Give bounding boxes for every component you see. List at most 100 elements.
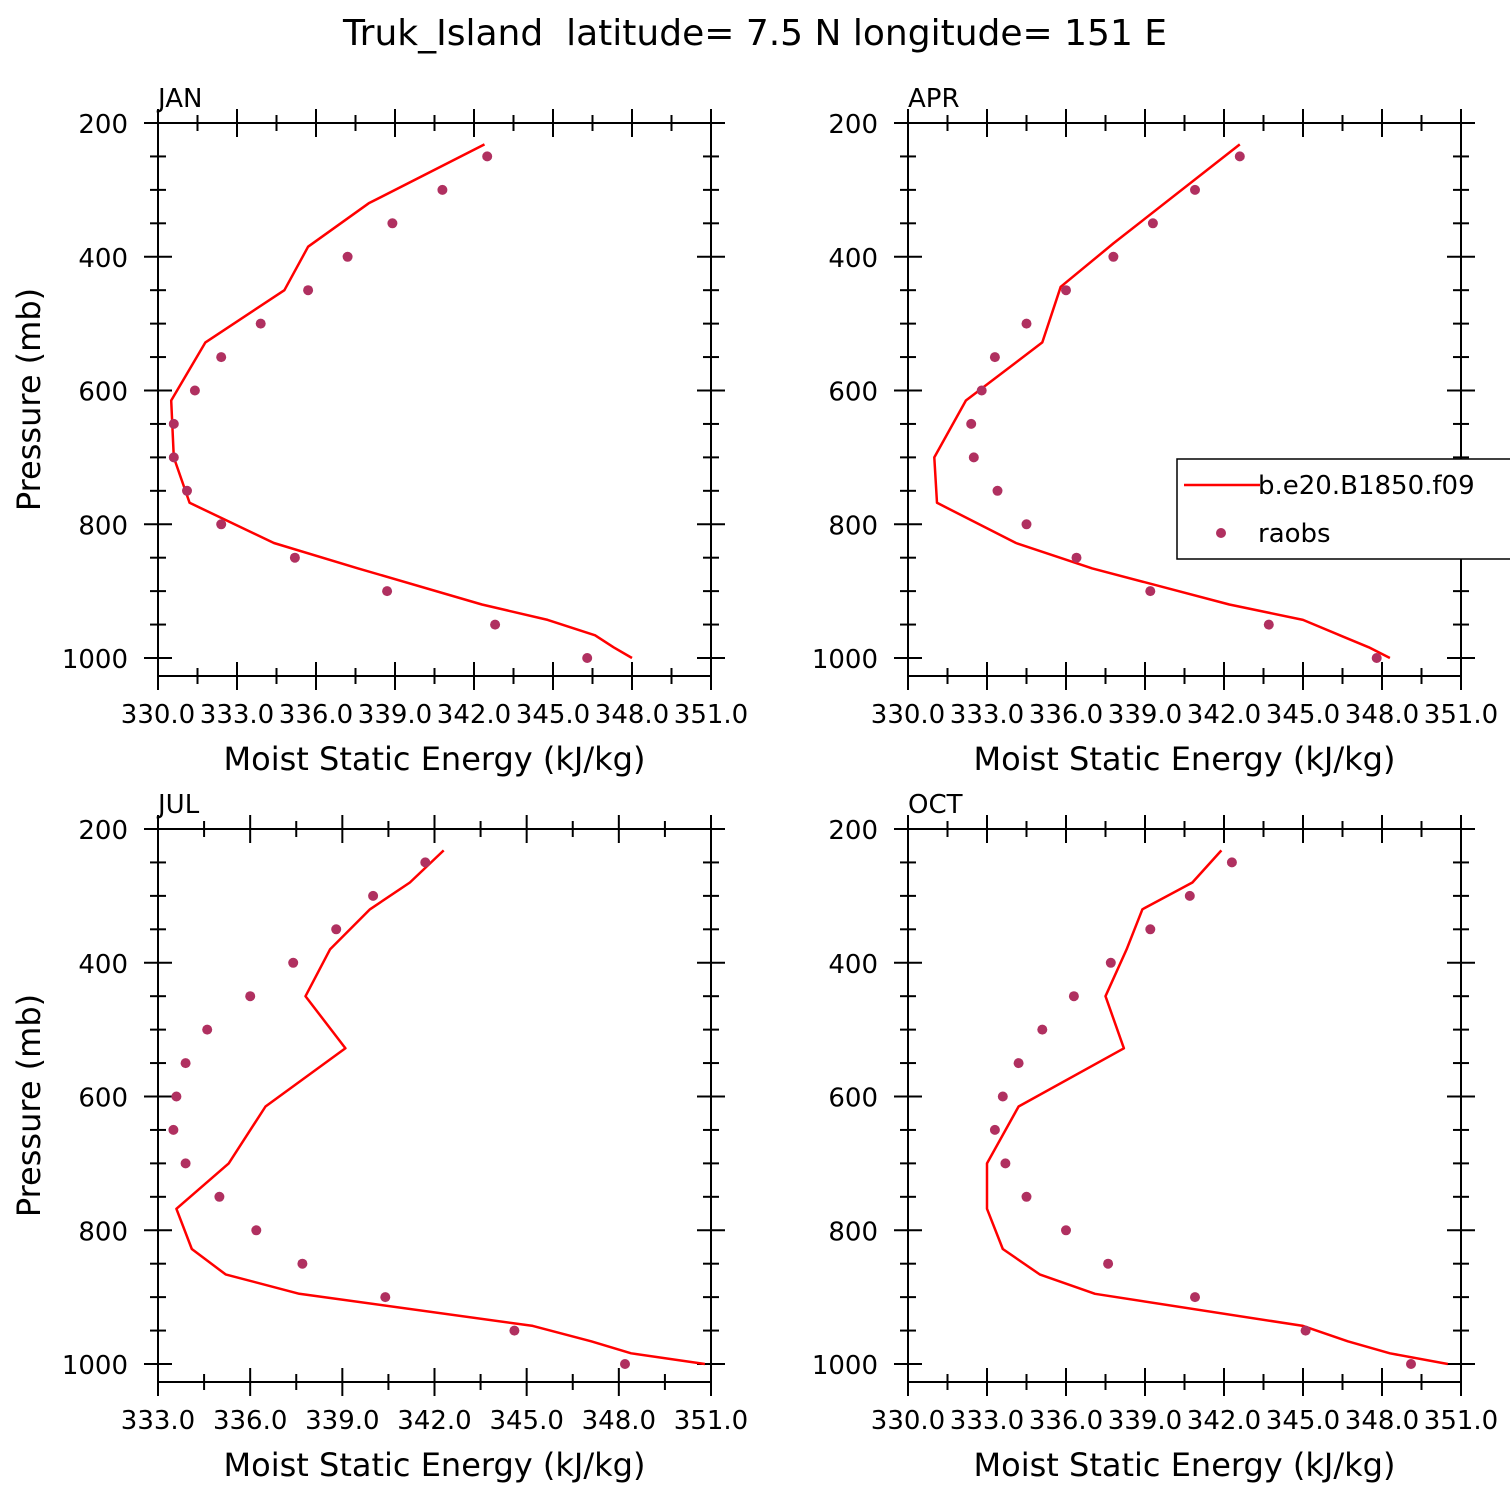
y-tick-label: 1000 <box>62 645 128 675</box>
model-series-line <box>175 849 706 1366</box>
raobs-point <box>1068 991 1079 1002</box>
y-axis-label: Pressure (mb) <box>10 994 48 1217</box>
x-tick-label: 348.0 <box>582 1406 656 1436</box>
panel-label: OCT <box>908 790 963 820</box>
raobs-point <box>1300 1325 1311 1336</box>
y-tick-label: 600 <box>828 1084 878 1114</box>
raobs-point <box>509 1325 520 1336</box>
raobs-point <box>1108 251 1119 262</box>
raobs-point <box>216 352 227 363</box>
raobs-point <box>966 418 977 429</box>
panel-label: APR <box>908 84 960 114</box>
raobs-point <box>368 890 379 901</box>
raobs-point <box>216 519 227 530</box>
raobs-point <box>245 991 256 1002</box>
raobs-point <box>214 1191 225 1202</box>
raobs-point <box>976 385 987 396</box>
y-tick-label: 400 <box>828 244 878 274</box>
y-tick-label: 400 <box>78 244 128 274</box>
x-tick-label: 330.0 <box>121 700 195 730</box>
x-tick-label: 330.0 <box>871 1406 945 1436</box>
y-tick-label: 400 <box>78 950 128 980</box>
panel-label: JUL <box>156 790 200 820</box>
raobs-point <box>992 485 1003 496</box>
x-tick-label: 336.0 <box>1029 700 1103 730</box>
raobs-point <box>180 1058 191 1069</box>
legend-obs-label: raobs <box>1258 519 1331 549</box>
x-tick-label: 351.0 <box>1424 1406 1498 1436</box>
raobs-point <box>1021 318 1032 329</box>
y-tick-label: 200 <box>828 816 878 846</box>
raobs-point <box>342 251 353 262</box>
x-tick-label: 351.0 <box>1424 700 1498 730</box>
raobs-point <box>171 1091 182 1102</box>
raobs-point <box>1061 1225 1071 1236</box>
raobs-point <box>1071 552 1082 563</box>
x-tick-label: 342.0 <box>1187 1406 1261 1436</box>
x-tick-label: 345.0 <box>1266 700 1340 730</box>
raobs-point <box>1013 1058 1024 1069</box>
raobs-point <box>331 924 342 935</box>
x-tick-label: 345.0 <box>489 1406 563 1436</box>
x-tick-label: 330.0 <box>871 700 945 730</box>
raobs-point <box>989 1124 1000 1135</box>
raobs-point <box>968 452 979 463</box>
raobs-point <box>1061 285 1071 296</box>
raobs-point <box>1371 653 1382 663</box>
y-tick-label: 400 <box>828 950 878 980</box>
raobs-point <box>303 285 314 296</box>
x-axis-label: Moist Static Energy (kJ/kg) <box>224 1446 646 1484</box>
raobs-point <box>1037 1024 1048 1035</box>
x-tick-label: 336.0 <box>213 1406 287 1436</box>
x-tick-label: 339.0 <box>358 700 432 730</box>
raobs-point <box>297 1258 308 1269</box>
raobs-point <box>1147 218 1158 229</box>
raobs-point <box>380 1292 391 1303</box>
x-tick-label: 339.0 <box>1108 1406 1182 1436</box>
x-tick-label: 351.0 <box>674 1406 748 1436</box>
x-axis-label: Moist Static Energy (kJ/kg) <box>974 1446 1396 1484</box>
raobs-point <box>989 352 1000 363</box>
raobs-point <box>490 619 501 630</box>
y-axis-label: Pressure (mb) <box>10 288 48 511</box>
raobs-point <box>182 485 192 496</box>
y-tick-label: 200 <box>828 110 878 140</box>
raobs-point <box>1103 1258 1114 1269</box>
model-series-line <box>985 849 1449 1366</box>
y-tick-label: 1000 <box>62 1351 128 1381</box>
raobs-point <box>387 218 398 229</box>
raobs-point <box>168 1124 179 1135</box>
raobs-point <box>255 318 266 329</box>
x-tick-label: 348.0 <box>1345 700 1419 730</box>
y-tick-label: 600 <box>78 1084 128 1114</box>
raobs-point <box>1263 619 1274 630</box>
raobs-point <box>1406 1359 1416 1369</box>
raobs-point <box>382 586 393 597</box>
x-tick-label: 345.0 <box>1266 1406 1340 1436</box>
raobs-point <box>997 1091 1008 1102</box>
raobs-point <box>1184 890 1195 901</box>
raobs-point <box>168 418 179 429</box>
x-tick-label: 342.0 <box>397 1406 471 1436</box>
raobs-point <box>288 957 299 968</box>
panel-label: JAN <box>156 84 202 114</box>
x-tick-label: 333.0 <box>121 1406 195 1436</box>
y-tick-label: 1000 <box>812 1351 878 1381</box>
panel-jul: JUL 200 400 600 800 1000 333.0 336.0 339.0 342.0 3… <box>10 790 748 1484</box>
y-tick-label: 200 <box>78 816 128 846</box>
raobs-point <box>1021 519 1032 530</box>
x-tick-label: 342.0 <box>1187 700 1261 730</box>
figure-title: Truk_Island latitude= 7.5 N longitude= 1… <box>342 13 1167 54</box>
raobs-point <box>1145 924 1156 935</box>
x-tick-label: 333.0 <box>200 700 274 730</box>
x-tick-label: 333.0 <box>950 700 1024 730</box>
raobs-point <box>168 452 179 463</box>
x-tick-label: 351.0 <box>674 700 748 730</box>
y-tick-label: 800 <box>78 1217 128 1247</box>
x-tick-label: 342.0 <box>437 700 511 730</box>
raobs-point <box>1234 151 1245 162</box>
raobs-point <box>180 1158 191 1169</box>
